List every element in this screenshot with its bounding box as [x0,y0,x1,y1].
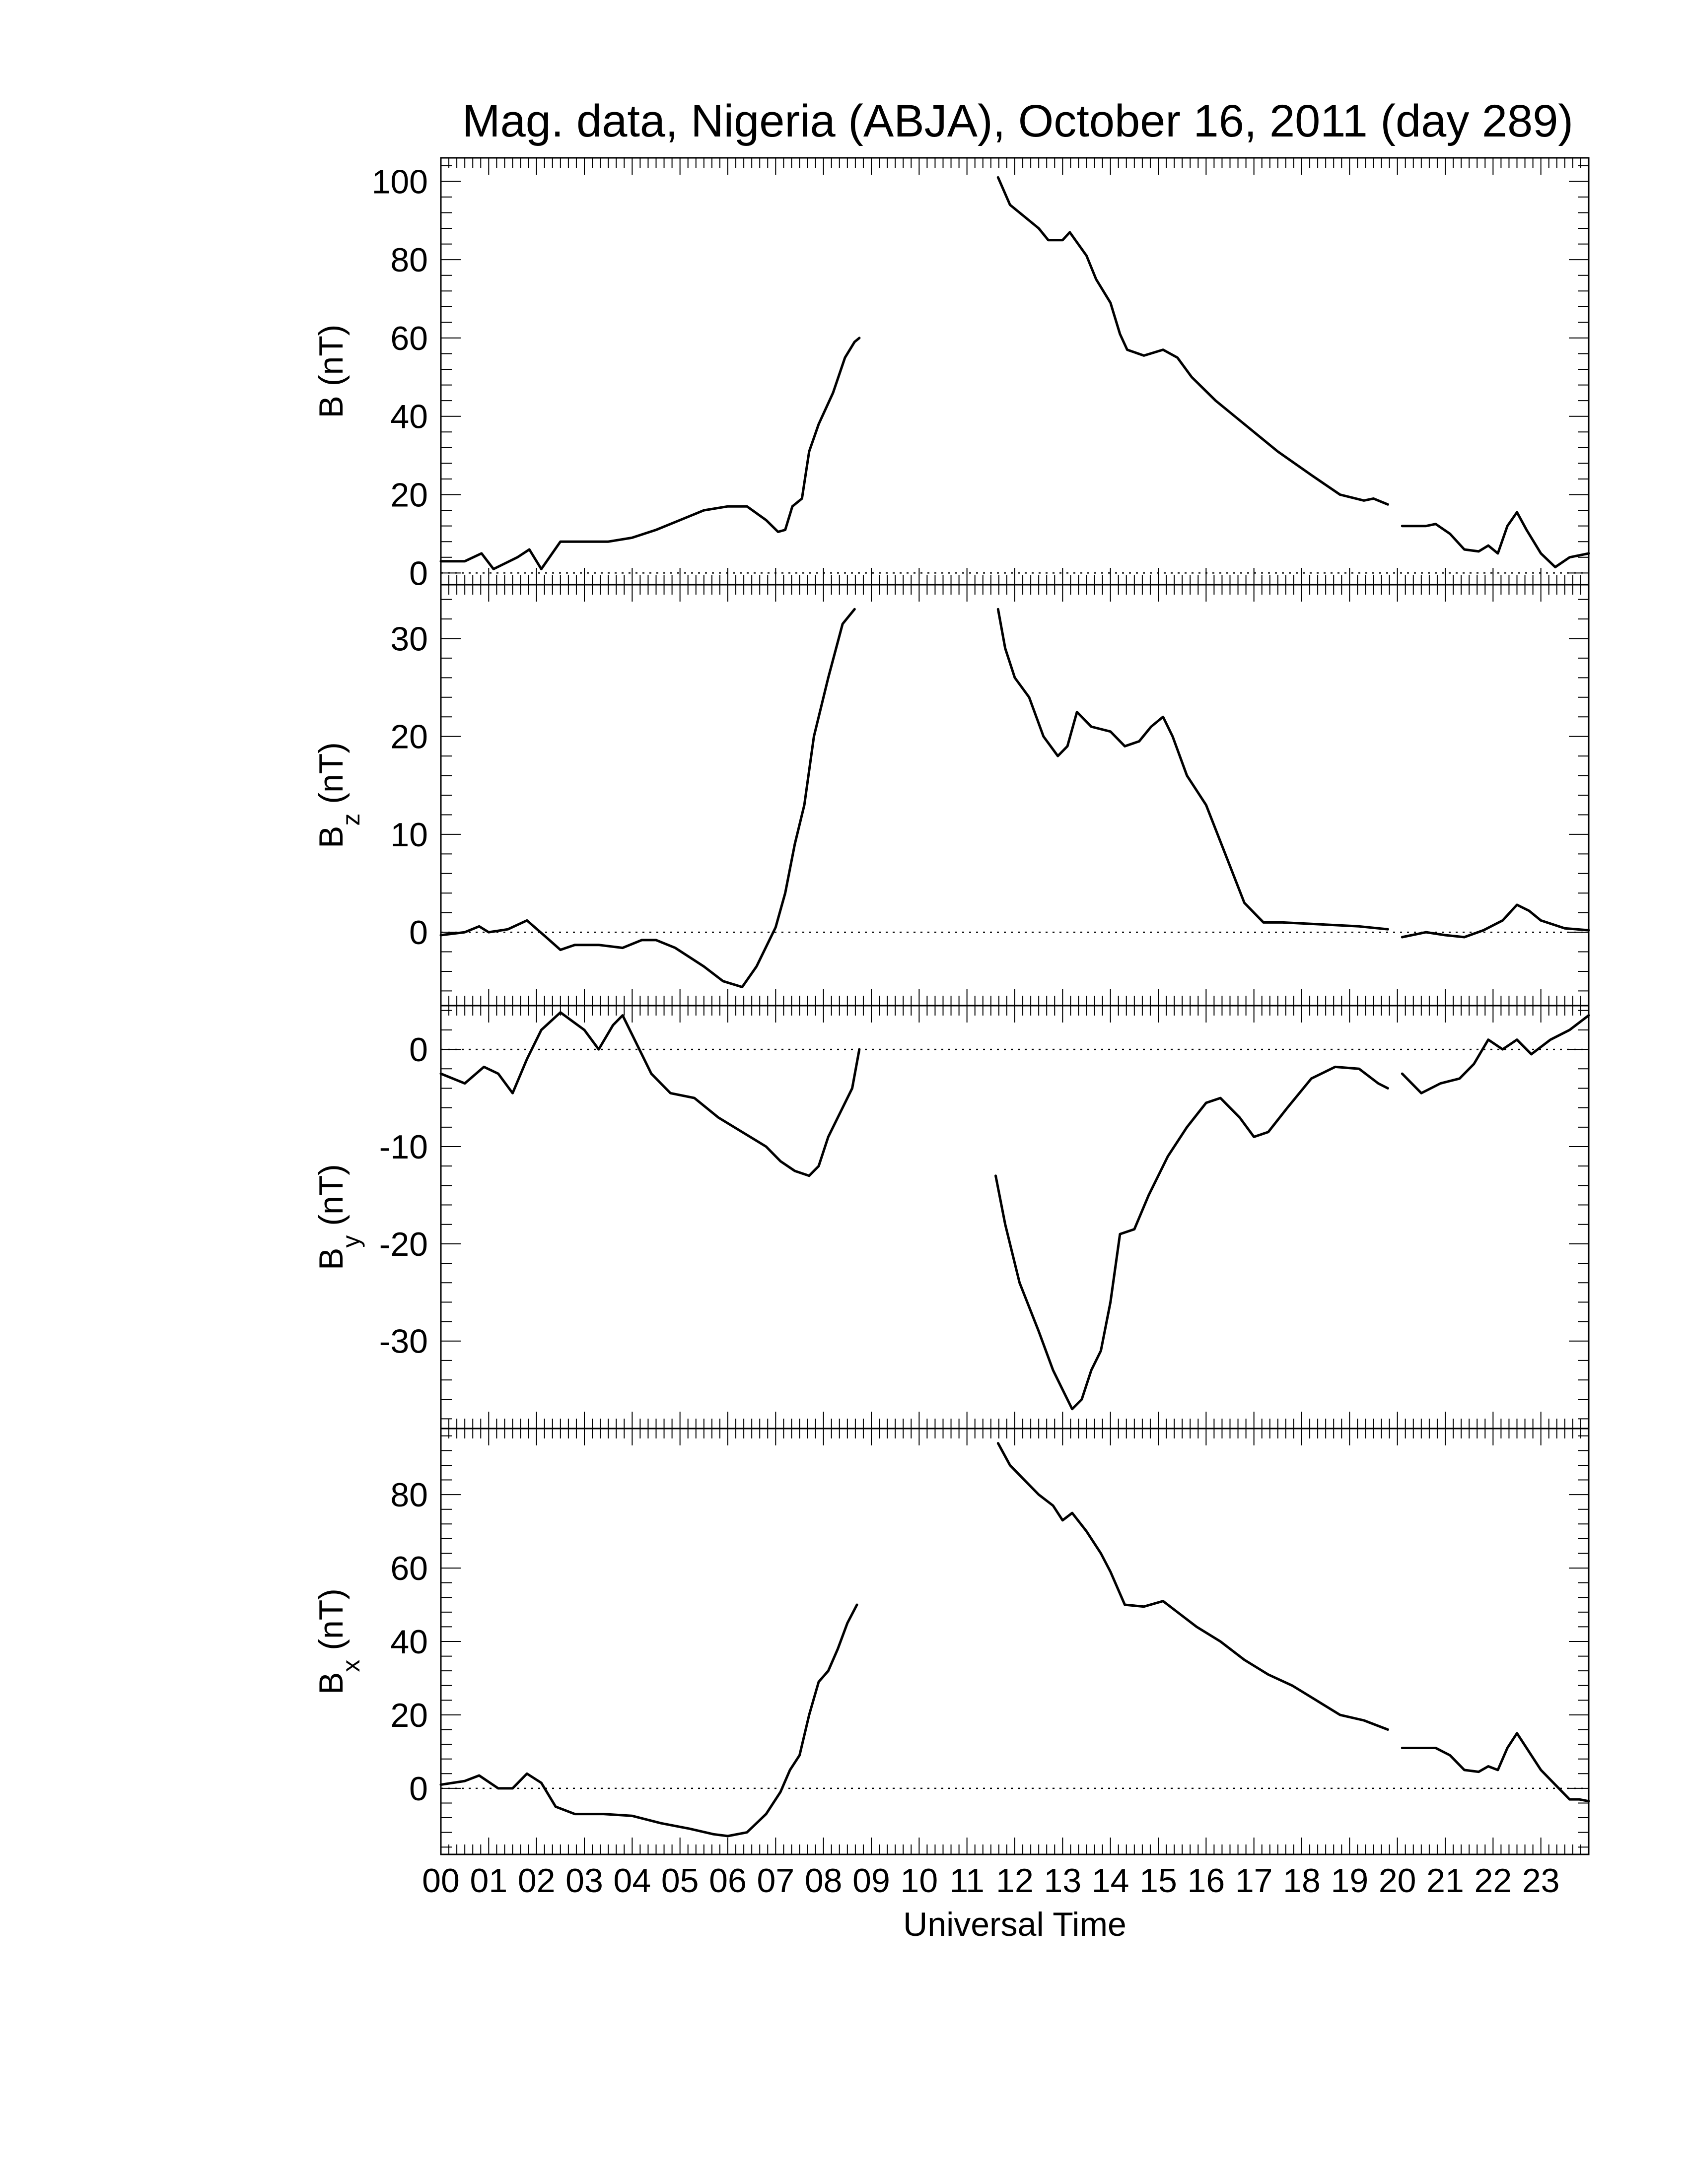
x-tick-label: 16 [1188,1862,1225,1900]
x-tick-label: 06 [709,1862,747,1900]
y-axis-label-main: B [312,396,350,418]
series-line-segment [1401,903,1590,939]
y-tick-label: 100 [372,163,428,201]
series-line-segment [439,1603,858,1838]
y-tick-label: 20 [390,477,428,514]
x-tick-label: 15 [1139,1862,1177,1900]
y-axis-label-subscript: z [337,814,365,826]
y-tick-label: 80 [390,1476,428,1514]
y-tick-label: 0 [409,1770,428,1808]
y-tick-label: -20 [379,1226,428,1263]
y-tick-label: 80 [390,241,428,279]
series-line-segment [439,1011,861,1177]
y-tick-label: -10 [379,1128,428,1166]
x-tick-label: 04 [614,1862,651,1900]
x-tick-label: 13 [1044,1862,1082,1900]
x-tick-label: 03 [565,1862,603,1900]
x-tick-label: 02 [518,1862,556,1900]
y-tick-label: 0 [409,914,428,952]
x-tick-label: 10 [901,1862,938,1900]
panel-0: 0 20 40 60 80 100 B (nT) [312,157,1590,592]
x-tick-label: 09 [852,1862,890,1900]
y-axis-label-subscript: y [337,1235,365,1248]
x-axis-label: Universal Time [903,1906,1126,1943]
y-tick-label: 0 [409,1031,428,1069]
y-tick-label: 30 [390,620,428,658]
series-line-segment [439,608,856,988]
y-axis-label-unit: (nT) [312,1588,350,1660]
x-tick-label: 08 [805,1862,843,1900]
y-axis-label-unit: (nT) [312,742,350,814]
y-axis-label-unit: (nT) [312,1164,350,1235]
series-line-segment [996,1442,1389,1731]
y-axis-label-main: B [312,1672,350,1695]
panels-group: 0 20 40 60 80 100 B (nT) 0 10 20 30 Bz (nT) 0 -10 -20 -… [312,157,1590,1855]
y-tick-label: 40 [390,1623,428,1661]
y-tick-label: 20 [390,1697,428,1734]
series-line-segment [994,1065,1389,1411]
series-line-segment [996,176,1389,506]
x-tick-label: 22 [1475,1862,1512,1900]
series-line-segment [439,337,861,570]
panel-2: 0 -10 -20 -30 By (nT) [312,1005,1590,1430]
y-tick-label: -30 [379,1323,428,1361]
series-line-segment [1401,511,1590,568]
x-tick-label: 21 [1426,1862,1464,1900]
y-axis-label-main: B [312,1248,350,1270]
y-axis-label-unit: (nT) [312,325,350,396]
series-line-segment [1401,1014,1590,1094]
x-tick-label: 19 [1331,1862,1369,1900]
x-tick-label: 11 [949,1862,985,1900]
series-line-segment [996,608,1389,931]
y-tick-label: 20 [390,718,428,756]
y-axis-label: Bz (nT) [312,742,365,848]
x-tick-label: 14 [1092,1862,1129,1900]
series-line-segment [1401,1732,1590,1803]
x-tick-label: 18 [1283,1862,1321,1900]
y-tick-label: 60 [390,320,428,357]
y-axis-label: B (nT) [312,325,350,418]
y-axis-label-subscript: x [337,1660,365,1672]
x-tick-label: 23 [1522,1862,1560,1900]
x-tick-label: 12 [996,1862,1034,1900]
x-tick-label: 17 [1235,1862,1273,1900]
y-axis-label-main: B [312,826,350,848]
x-tick-label: 05 [661,1862,699,1900]
x-tick-label: 01 [470,1862,508,1900]
y-tick-label: 10 [390,816,428,854]
y-axis-label: Bx (nT) [312,1588,365,1695]
x-tick-label: 07 [757,1862,795,1900]
x-tick-labels-group: 00 01 02 03 04 05 06 07 08 09 10 11 12 13 14 15 16 17 18 19… [422,1862,1559,1900]
y-tick-label: 0 [409,554,428,592]
panel-3: 0 20 40 60 80 Bx (nT) [312,1428,1590,1855]
chart-title: Mag. data, Nigeria (ABJA), October 16, 2… [462,96,1573,146]
y-tick-label: 60 [390,1550,428,1587]
y-axis-label: By (nT) [312,1164,365,1270]
x-tick-label: 20 [1379,1862,1416,1900]
y-tick-label: 40 [390,398,428,436]
x-tick-label: 00 [422,1862,460,1900]
